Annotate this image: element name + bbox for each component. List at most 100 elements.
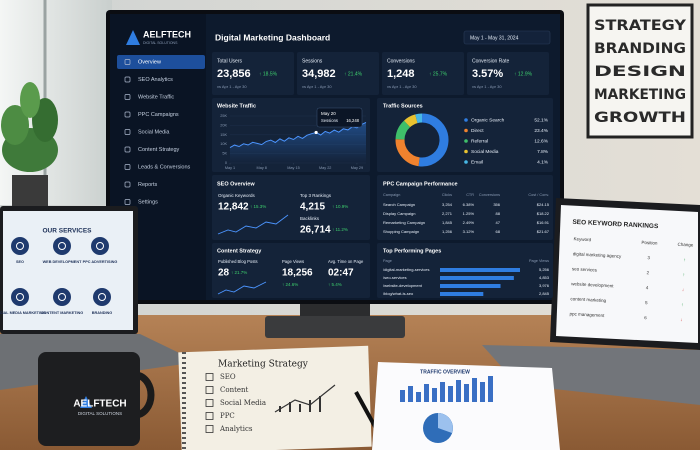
page-path: /digital-marketing-services (383, 267, 429, 272)
nav-item[interactable]: Reports (138, 182, 158, 188)
page-views: 2,845 (539, 291, 550, 296)
nav-item[interactable]: Leads & Conversions (138, 164, 191, 170)
nav-item[interactable]: Settings (138, 199, 158, 205)
service-glyph (98, 293, 106, 301)
table-cell: Display Campaign (383, 211, 415, 216)
legend-label: Social Media (471, 149, 499, 155)
legend-dot (464, 118, 468, 122)
nav-item[interactable]: SEO Analytics (138, 77, 173, 83)
y-tick-label: 5K (222, 152, 227, 156)
table-cell: 2.49% (463, 220, 475, 225)
rankings-cell: digital marketing agency (573, 251, 622, 259)
service-icon (91, 237, 109, 255)
service-icon (11, 288, 29, 306)
kpi-compare: vs Apr 1 - Apr 30 (217, 84, 247, 89)
donut-slice (418, 113, 449, 167)
services-title: OUR SERVICES (42, 228, 92, 235)
checkbox (205, 373, 214, 381)
table-header: CTR (466, 193, 474, 197)
table-cell: $18.22 (537, 211, 550, 216)
report-paper (372, 362, 560, 450)
nav-item[interactable]: Website Traffic (138, 94, 174, 100)
rankings-header: Change (677, 242, 693, 248)
nav-item[interactable]: Social Media (138, 129, 170, 135)
window (0, 0, 112, 205)
legend-value: 12.6% (534, 138, 548, 144)
report-bars (400, 376, 493, 402)
table-header: Clicks (442, 193, 452, 197)
table-cell: 3.12% (463, 229, 475, 234)
nav-icon (124, 129, 131, 135)
tooltip-date: May 20 (321, 111, 336, 116)
metric-label: Page Views (282, 259, 304, 264)
kpi-compare: vs Apr 1 - Apr 30 (472, 84, 502, 89)
service-label: SOCIAL MEDIA MARKETING (0, 311, 46, 315)
service-icon (53, 237, 71, 255)
nav-icon (124, 164, 131, 170)
metric-label: Top 3 Rankings (300, 193, 332, 198)
sparkline (217, 281, 267, 295)
card (467, 52, 549, 95)
traffic-area (230, 122, 366, 163)
notebook-item: Analytics (219, 425, 253, 433)
x-tick-label: May 29 (351, 166, 363, 170)
page-views: 4,853 (539, 275, 550, 280)
x-tick-label: May 15 (287, 166, 299, 170)
nav-icon (124, 199, 131, 205)
mug-brand: AELFTECH (73, 399, 126, 410)
page-bar (440, 276, 514, 280)
nav-item[interactable]: Overview (138, 59, 161, 65)
kpi-change: ↑ 12.9% (514, 71, 533, 77)
x-tick-label: May 1 (225, 166, 235, 170)
mug-logo (80, 396, 92, 408)
page-bar (440, 268, 520, 272)
metric-value: 18,256 (282, 268, 313, 279)
table-cell: 68 (496, 229, 501, 234)
nav-icon (124, 111, 131, 118)
rankings-cell: ↑ (683, 272, 686, 277)
legend-value: 52.1% (534, 117, 548, 123)
services-screen (3, 211, 133, 330)
nav-item[interactable]: PPC Campaigns (138, 112, 179, 118)
card-title: Traffic Sources (383, 103, 423, 109)
nav-item[interactable]: Content Strategy (138, 147, 180, 153)
legend-label: Direct (471, 128, 484, 134)
nav-icon (124, 59, 131, 65)
metric-value: 02:47 (328, 268, 354, 279)
table-cell: 3,254 (442, 202, 453, 207)
table-header: Page Views (529, 259, 549, 263)
page-views: 5,256 (539, 267, 550, 272)
date-picker[interactable] (463, 30, 551, 45)
page-path: /seo-services (383, 275, 407, 280)
notebook-sketch (274, 384, 336, 413)
table-header: Page (383, 259, 392, 263)
rankings-screen (556, 205, 698, 343)
rankings-title: SEO KEYWORD RANKINGS (572, 219, 659, 231)
monitor-stand (300, 300, 370, 320)
service-glyph (16, 242, 24, 250)
table-cell: Shopping Campaign (383, 229, 419, 234)
brand-name: AELFTECH (143, 29, 191, 39)
table-header: Conversions (479, 193, 500, 197)
table-cell: Search Campaign (383, 202, 415, 207)
metric-label: Organic Keywords (218, 193, 256, 198)
rankings-cell: 5 (645, 300, 648, 305)
table-cell: 6.38% (463, 202, 475, 207)
table-header: Campaign (383, 193, 400, 197)
page-views: 3,976 (539, 283, 550, 288)
y-tick-label: 0 (225, 161, 227, 165)
legend-dot (464, 160, 468, 164)
page-bar (440, 284, 501, 288)
donut-slice (415, 113, 423, 124)
notebook-bars (279, 396, 321, 412)
monitor-base (265, 316, 405, 338)
kpi-change: ↑ 18.5% (259, 71, 278, 77)
notebook-item: PPC (220, 412, 235, 420)
legend-dot (464, 149, 468, 154)
y-tick-label: 25K (220, 114, 227, 118)
metric-value: 28 (218, 268, 230, 279)
tooltip (316, 107, 363, 128)
legend-label: Referral (471, 138, 488, 144)
card (382, 52, 464, 95)
rankings-cell: ↓ (680, 317, 683, 322)
